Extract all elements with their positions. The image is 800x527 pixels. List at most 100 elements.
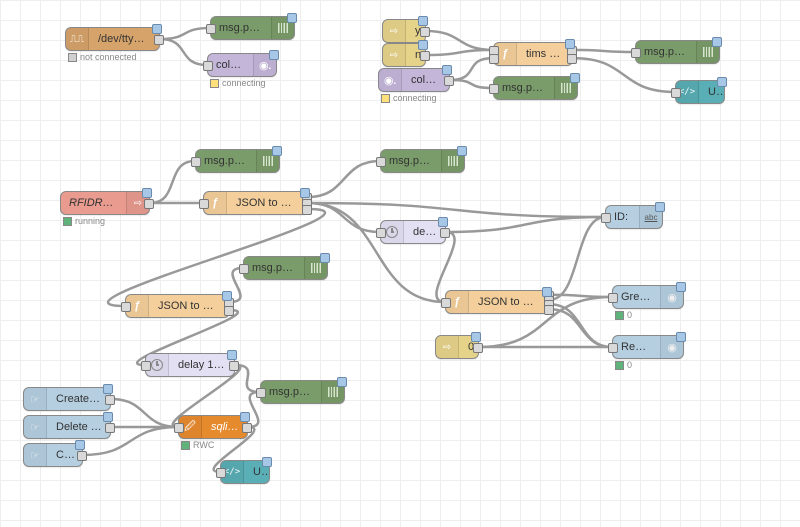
output-port[interactable] <box>154 35 164 45</box>
input-port[interactable] <box>671 88 681 98</box>
node-jto2[interactable]: ƒJSON to Object <box>125 294 230 318</box>
wire[interactable] <box>450 58 493 80</box>
change-indicator <box>272 146 282 156</box>
node-btn_dt[interactable]: ☞Delete Table <box>23 415 111 439</box>
node-dbg_t1[interactable]: msg.payload <box>493 76 578 100</box>
node-status: 0 <box>615 360 632 370</box>
wire[interactable] <box>308 203 380 232</box>
node-dbg_b[interactable]: msg.payload <box>380 149 465 173</box>
output-port[interactable] <box>420 27 430 37</box>
node-dbg1[interactable]: msg.payload <box>210 16 295 40</box>
output-port[interactable] <box>420 51 430 61</box>
switch-icon: ⇨ <box>436 336 459 358</box>
output-port[interactable] <box>473 343 483 353</box>
input-port[interactable] <box>121 302 131 312</box>
wire[interactable] <box>426 50 493 55</box>
node-link2[interactable]: ◉᎐colorDataconnecting <box>378 68 450 92</box>
wire[interactable] <box>446 217 605 232</box>
node-sqlite[interactable]: 🖉sqlitedbRWC <box>178 415 248 439</box>
input-port[interactable] <box>206 24 216 34</box>
input-port[interactable] <box>216 468 226 478</box>
output-port[interactable] <box>77 451 87 461</box>
input-port[interactable] <box>631 48 641 58</box>
radio-icon: ◉᎐ <box>379 69 402 91</box>
wire[interactable] <box>111 399 178 427</box>
node-sw_no[interactable]: ⇨no <box>382 43 426 67</box>
node-dbg_c[interactable]: msg.payload <box>243 256 328 280</box>
node-ui1[interactable]: </>UI1 <box>220 460 270 484</box>
output-port[interactable] <box>444 76 454 86</box>
wire[interactable] <box>550 295 612 297</box>
input-port[interactable] <box>141 361 151 371</box>
input-port[interactable] <box>203 61 213 71</box>
node-tims[interactable]: ƒtims cup <box>493 42 573 66</box>
node-red[interactable]: ◉Red 110 <box>612 335 684 359</box>
node-dbg_t2[interactable]: msg.payload <box>635 40 720 64</box>
node-ui2[interactable]: </>UI2 <box>675 80 725 104</box>
wire[interactable] <box>308 161 380 197</box>
input-port[interactable] <box>174 423 184 433</box>
node-label: JSON to Object <box>150 300 229 312</box>
input-port[interactable] <box>376 228 386 238</box>
node-status: RWC <box>181 440 214 450</box>
node-btn_ct[interactable]: ☞Create table <box>23 387 111 411</box>
node-sw0[interactable]: ⇨0 ' <box>435 335 479 359</box>
input-port[interactable] <box>441 298 451 308</box>
flow-canvas[interactable]: ⎍⎍/dev/ttyACM0not connected msg.payload ◉᎐… <box>0 0 800 527</box>
node-delay3[interactable]: delay 3s <box>380 220 446 244</box>
node-label: msg.payload <box>494 82 553 94</box>
node-jto1[interactable]: ƒJSON to Object <box>203 191 308 215</box>
input-port[interactable] <box>608 293 618 303</box>
input-port[interactable] <box>608 343 618 353</box>
wire[interactable] <box>550 217 605 300</box>
node-label: colorData <box>403 74 449 86</box>
output-port[interactable] <box>544 305 554 315</box>
node-label: /dev/ttyACM0 <box>90 33 159 45</box>
node-idtxt[interactable]: abcID: <box>605 205 663 229</box>
change-indicator <box>222 291 232 301</box>
node-link1[interactable]: ◉᎐colorDataconnecting <box>207 53 277 77</box>
output-port[interactable] <box>105 395 115 405</box>
change-indicator <box>442 65 452 75</box>
wire[interactable] <box>550 304 612 347</box>
node-serial[interactable]: ⎍⎍/dev/ttyACM0not connected <box>65 27 160 51</box>
wire[interactable] <box>160 28 210 39</box>
wire[interactable] <box>450 80 493 88</box>
node-rfid[interactable]: ⇨RFIDReaderrunning <box>60 191 150 215</box>
input-port[interactable] <box>199 199 209 209</box>
input-port[interactable] <box>376 157 386 167</box>
node-status: not connected <box>68 52 137 62</box>
input-port[interactable] <box>191 157 201 167</box>
output-port[interactable] <box>567 54 577 64</box>
wire[interactable] <box>150 161 195 203</box>
output-port[interactable] <box>440 228 450 238</box>
change-indicator <box>227 350 237 360</box>
output-port[interactable] <box>302 205 312 215</box>
wire[interactable] <box>550 309 612 347</box>
output-port[interactable] <box>105 423 115 433</box>
node-btn_cl[interactable]: ☞Clear <box>23 443 83 467</box>
change-indicator <box>142 188 152 198</box>
node-delay100[interactable]: delay 100ms <box>145 353 235 377</box>
output-port[interactable] <box>144 199 154 209</box>
input-port[interactable] <box>489 54 499 64</box>
output-port[interactable] <box>242 423 252 433</box>
node-status: connecting <box>381 93 437 103</box>
wire[interactable] <box>160 39 207 65</box>
output-port[interactable] <box>224 306 234 316</box>
wire[interactable] <box>573 50 635 52</box>
node-jto3[interactable]: ƒJSON to Object <box>445 290 550 314</box>
input-port[interactable] <box>239 264 249 274</box>
input-port[interactable] <box>489 84 499 94</box>
wire[interactable] <box>308 203 605 217</box>
node-dbg_d[interactable]: msg.payload <box>260 380 345 404</box>
wire[interactable] <box>426 31 493 50</box>
node-label: Green 12 <box>613 291 659 303</box>
input-port[interactable] <box>601 213 611 223</box>
node-dbg_a[interactable]: msg.payload <box>195 149 280 173</box>
node-green[interactable]: ◉Green 120 <box>612 285 684 309</box>
input-port[interactable] <box>256 388 266 398</box>
output-port[interactable] <box>229 361 239 371</box>
change-indicator <box>262 457 272 467</box>
hand-icon: ☞ <box>24 388 47 410</box>
